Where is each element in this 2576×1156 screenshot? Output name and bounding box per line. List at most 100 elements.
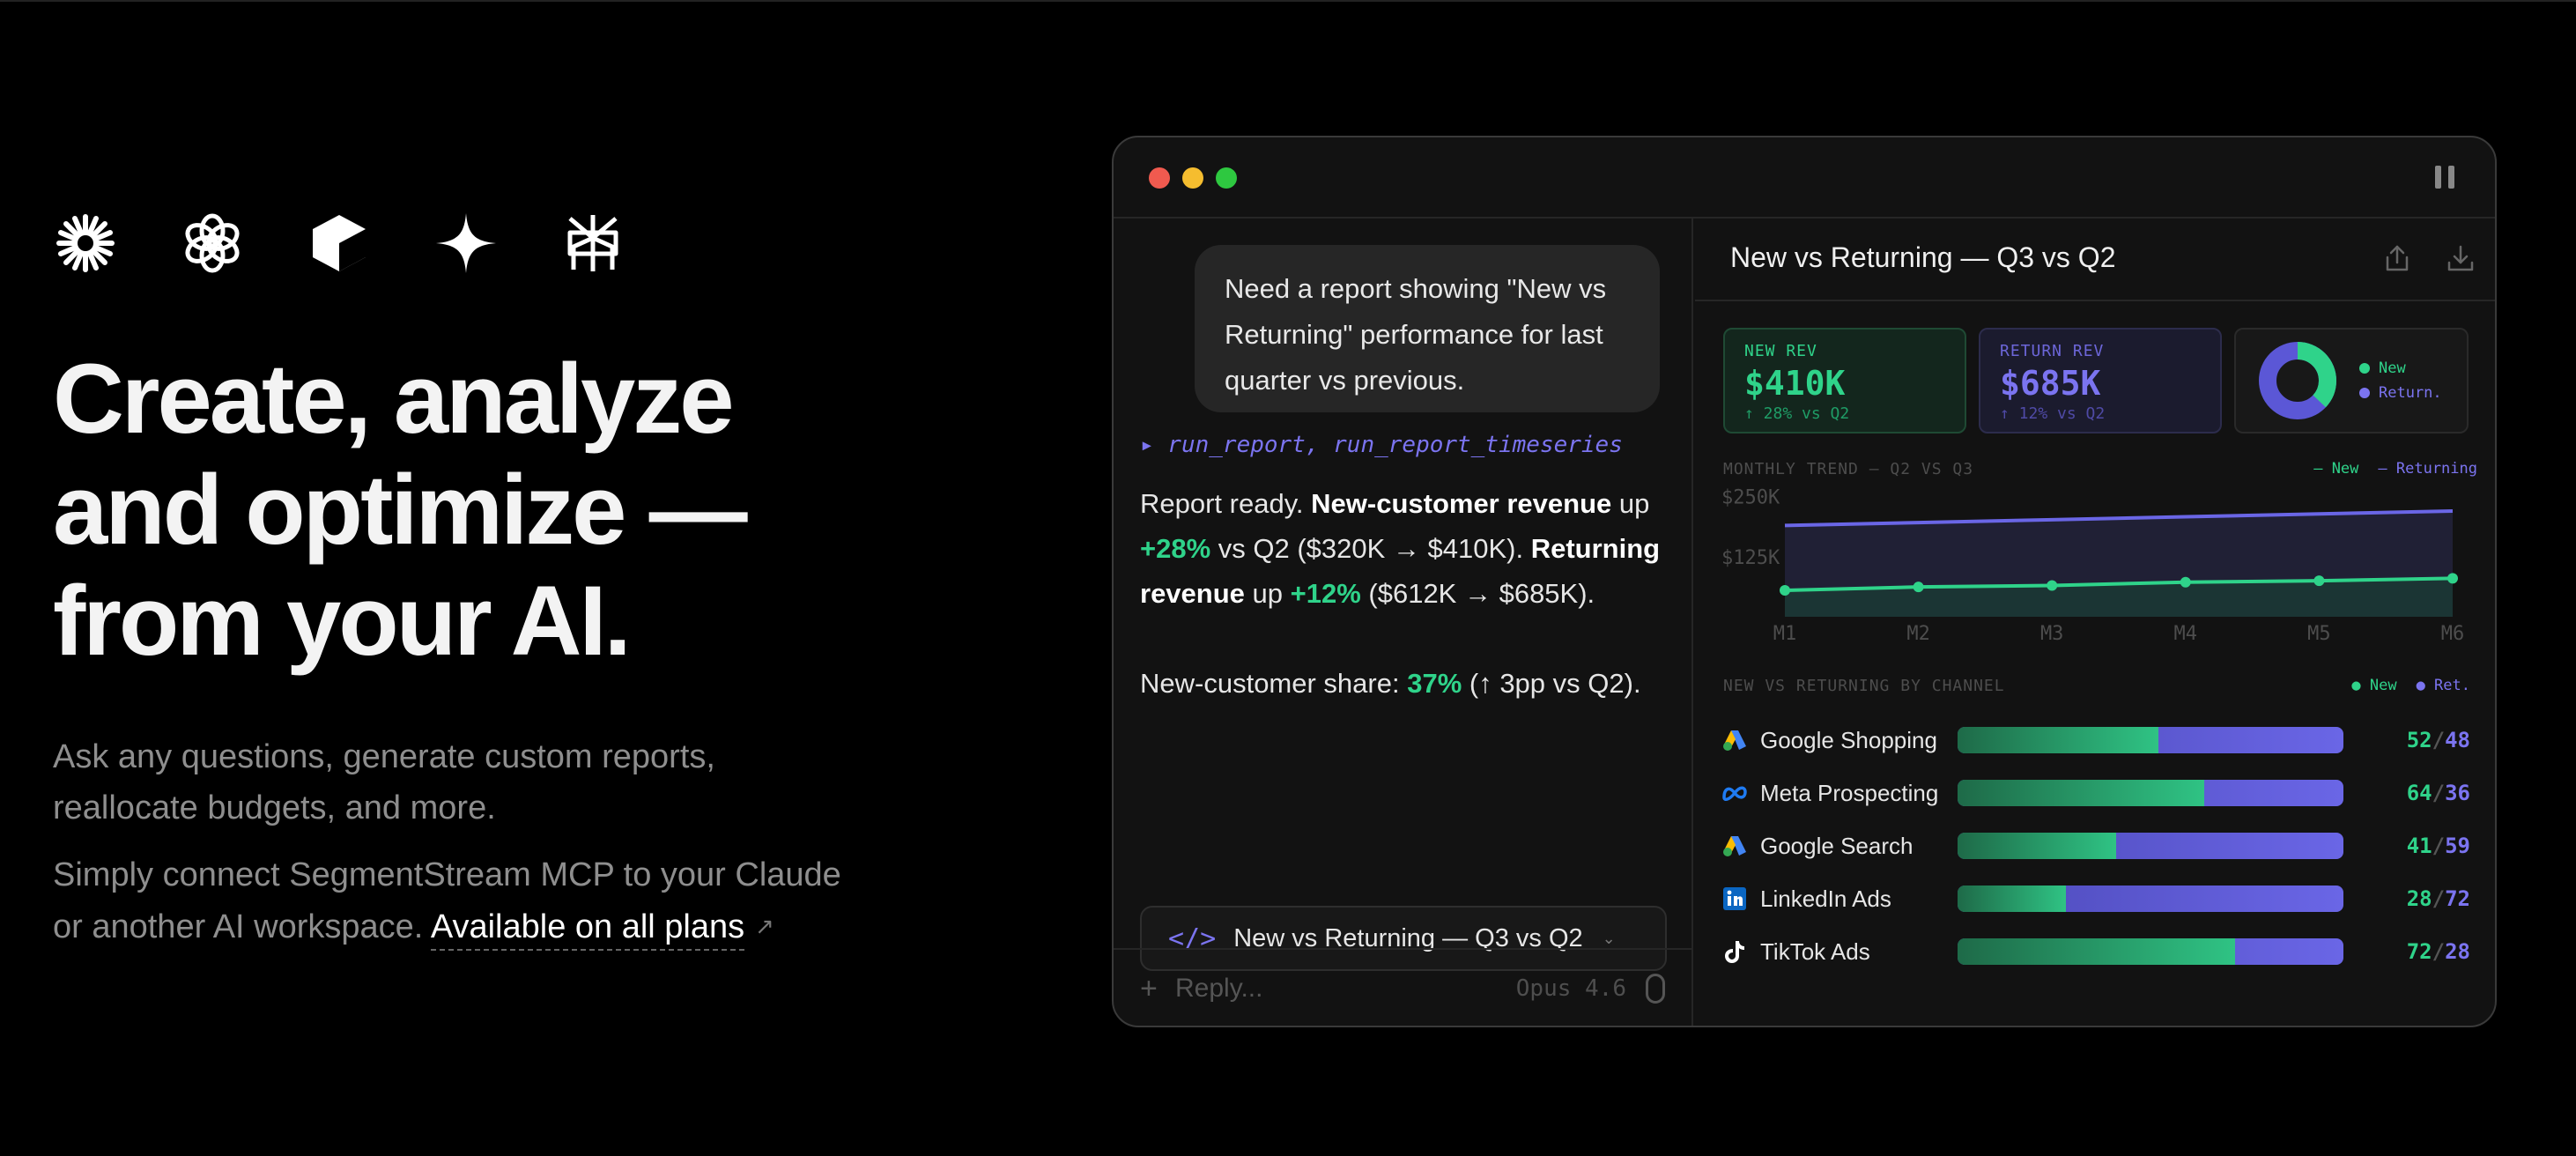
y-tick-label: $250K: [1721, 487, 1780, 509]
reply-highlight: +28%: [1140, 533, 1211, 564]
top-divider: [0, 0, 2576, 2]
reply-text: ($612K → $685K).: [1360, 578, 1595, 609]
channel-row[interactable]: TikTok Ads 72/28: [1721, 925, 2470, 978]
channel-split-bar: [1958, 780, 2343, 806]
channels-legend-returning: ● Ret.: [2416, 677, 2470, 694]
channel-split-bar: [1958, 727, 2343, 753]
available-on-all-plans-link[interactable]: Available on all plans: [430, 908, 745, 951]
artifact-label: New vs Returning — Q3 vs Q2: [1233, 923, 1583, 952]
microphone-icon[interactable]: [1646, 974, 1665, 1004]
chat-pane: Need a report showing "New vs Returning"…: [1114, 219, 1693, 1026]
data-point-new: [1913, 582, 1924, 593]
legend-label: Return.: [2379, 384, 2442, 402]
channel-list: Google Shopping 52/48 Meta Prospecting 64/3…: [1721, 714, 2470, 978]
legend-item-new: New: [2359, 356, 2442, 381]
window-titlebar: [1114, 137, 2495, 219]
kpi-share-donut: New Return.: [2234, 328, 2469, 434]
channel-split-bar: [1958, 886, 2343, 912]
donut-slice-new: [2259, 342, 2336, 419]
model-selector[interactable]: Opus 4.6: [1515, 975, 1626, 1002]
channel-row[interactable]: LinkedIn Ads 28/72: [1721, 872, 2470, 925]
subtitle-line-2: reallocate budgets, and more.: [53, 789, 496, 826]
channel-split-value: 41/59: [2406, 834, 2470, 858]
data-point-new: [2447, 573, 2458, 584]
minimize-window-button[interactable]: [1182, 167, 1203, 189]
channel-row[interactable]: Google Shopping 52/48: [1721, 714, 2470, 767]
report-header: New vs Returning — Q3 vs Q2: [1695, 219, 2495, 301]
subtitle-line-1: Ask any questions, generate custom repor…: [53, 738, 715, 775]
kpi-label: NEW REV: [1744, 342, 1817, 360]
chevron-down-icon: ⌄: [1602, 929, 1616, 947]
y-tick-label: $125K: [1721, 547, 1780, 569]
plus-icon[interactable]: +: [1140, 971, 1158, 1005]
assistant-reply: Report ready. New-customer revenue up +2…: [1140, 481, 1669, 706]
data-point-new: [1780, 585, 1790, 596]
channel-split-bar: [1958, 938, 2343, 965]
channel-split-value: 52/48: [2406, 728, 2470, 752]
channel-bar-new-fill: [1958, 727, 2158, 753]
headline-line-2: and optimize —: [53, 455, 748, 565]
series-line-returning: [1784, 509, 2454, 528]
google-ads-icon: [1721, 727, 1748, 753]
channel-bar-new-fill: [1958, 833, 2116, 859]
channels-legend-new: ● New: [2351, 677, 2397, 694]
connect-line-1: Simply connect SegmentStream MCP to your…: [53, 856, 841, 893]
sparkle-icon: [433, 211, 499, 276]
external-link-icon: ↗: [755, 913, 774, 939]
connect-line-2: or another AI workspace.: [53, 908, 424, 945]
channel-name: Google Shopping: [1760, 726, 1937, 753]
tiktok-icon: [1721, 938, 1748, 965]
download-icon[interactable]: [2446, 243, 2476, 273]
x-tick-label: M3: [2040, 623, 2064, 645]
ai-logos-row: [53, 208, 987, 278]
headline-line-1: Create, analyze: [53, 344, 735, 454]
channel-name: Meta Prospecting: [1760, 779, 1939, 806]
channel-row[interactable]: Google Search 41/59: [1721, 819, 2470, 872]
channel-row[interactable]: Meta Prospecting 64/36: [1721, 767, 2470, 819]
channel-name: TikTok Ads: [1760, 937, 1870, 965]
share-icon[interactable]: [2382, 243, 2412, 273]
reply-text: up: [1611, 488, 1650, 519]
data-point-new: [2313, 575, 2325, 587]
donut-legend: New Return.: [2359, 356, 2442, 405]
series-line-new: [1784, 576, 2454, 592]
channels-legend: ● New ● Ret.: [2351, 677, 2470, 694]
channel-bar-new-fill: [1958, 938, 2236, 965]
google-ads-icon: [1721, 833, 1748, 859]
reply-input[interactable]: Reply...: [1175, 974, 1263, 1003]
cube-icon: [307, 211, 372, 276]
channel-split-bar: [1958, 833, 2343, 859]
legend-item-returning: Return.: [2359, 381, 2442, 405]
monthly-trend-chart: $250K $125K M1 M2 M3 M4 M5 M6: [1721, 487, 2464, 645]
kpi-delta: ↑ 12% vs Q2: [2000, 404, 2106, 423]
reply-paragraph-1: Report ready. New-customer revenue up +2…: [1140, 481, 1669, 616]
channel-split-value: 72/28: [2406, 939, 2470, 964]
reply-text: New-customer share:: [1140, 668, 1408, 699]
kpi-value: $410K: [1744, 364, 1846, 403]
share-donut-chart: [2259, 342, 2336, 419]
channels-section-label: NEW VS RETURNING BY CHANNEL: [1723, 677, 2005, 695]
x-tick-label: M5: [2307, 623, 2331, 645]
reply-highlight: +12%: [1290, 578, 1361, 609]
channel-bar-new-fill: [1958, 780, 2205, 806]
trend-legend-new: — New: [2313, 460, 2359, 478]
app-window: Need a report showing "New vs Returning"…: [1112, 136, 2497, 1027]
channel-name: Google Search: [1760, 832, 1913, 859]
hero-connect-text: Simply connect SegmentStream MCP to your…: [53, 849, 987, 952]
reply-bold: Returning revenue: [1140, 533, 1661, 609]
close-window-button[interactable]: [1149, 167, 1170, 189]
channel-bar-new-fill: [1958, 886, 2066, 912]
trend-section-label: MONTHLY TREND — Q2 VS Q3: [1723, 460, 1974, 478]
legend-label: New: [2379, 359, 2406, 377]
perplexity-icon: [560, 211, 625, 276]
artifact-chip[interactable]: </> New vs Returning — Q3 vs Q2 ⌄: [1140, 906, 1667, 971]
meta-icon: [1721, 780, 1748, 806]
hero-headline: Create, analyze and optimize — from your…: [53, 344, 987, 677]
tool-call-line[interactable]: ▸ run_report, run_report_timeseries: [1140, 432, 1623, 458]
linkedin-icon: [1721, 886, 1748, 912]
pause-icon[interactable]: [2435, 166, 2454, 189]
openai-icon: [180, 211, 245, 276]
kpi-label: RETURN REV: [2000, 342, 2105, 360]
maximize-window-button[interactable]: [1216, 167, 1237, 189]
hero-section: Create, analyze and optimize — from your…: [53, 208, 987, 952]
